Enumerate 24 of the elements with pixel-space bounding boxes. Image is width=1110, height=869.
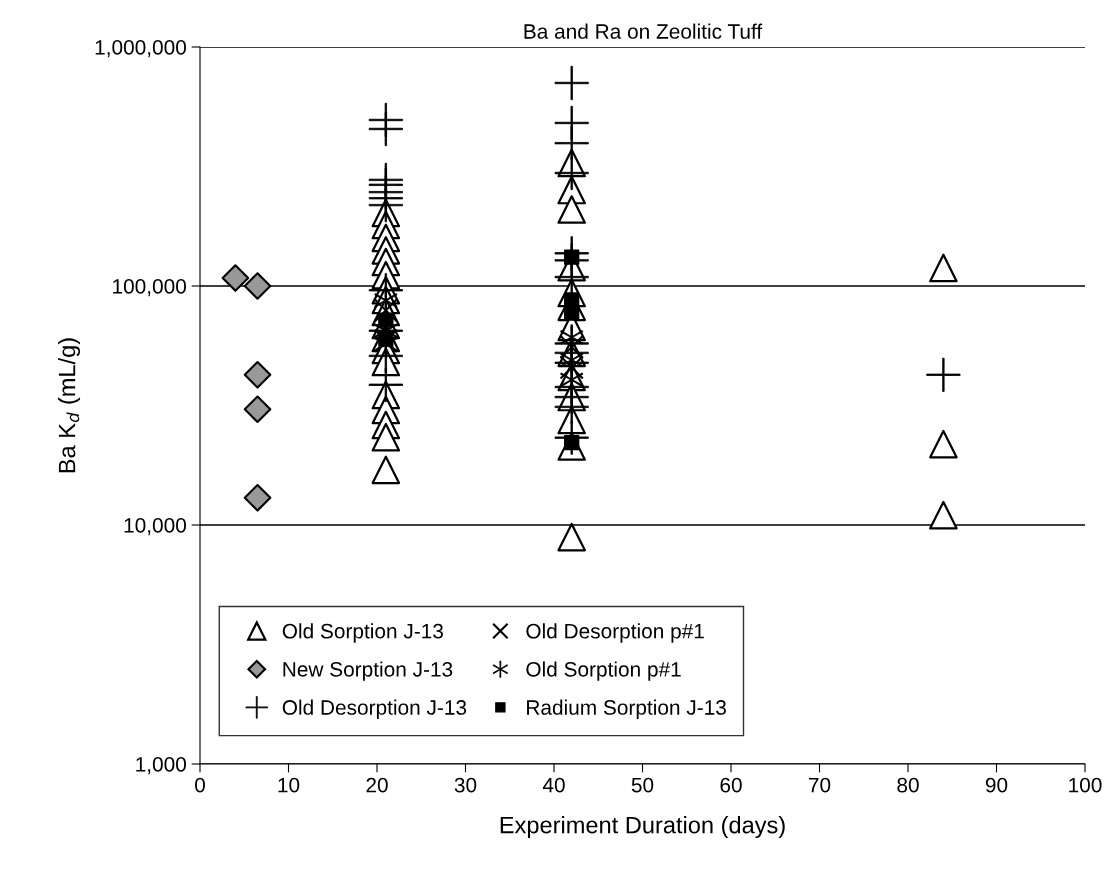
x-tick-label: 40 — [542, 777, 565, 793]
x-tick-label: 70 — [808, 777, 831, 793]
x-tick-label: 0 — [195, 777, 205, 793]
y-tick-label: 100,000 — [113, 279, 186, 297]
x-tick-label: 10 — [278, 777, 300, 793]
y-tick-label: 1,000 — [136, 757, 186, 775]
legend-label: Radium Sorption J-13 — [527, 699, 726, 719]
y-tick-label: 1,000,000 — [95, 40, 186, 58]
x-tick-label: 80 — [897, 777, 919, 793]
x-tick-label: 20 — [366, 777, 388, 793]
x-axis-title: Experiment Duration (days) — [500, 816, 785, 839]
legend-label: Old Sorption J-13 — [282, 623, 443, 643]
y-tick-label: 10,000 — [124, 518, 186, 536]
x-tick-label: 90 — [985, 777, 1008, 793]
x-tick-label: 100 — [1069, 777, 1102, 793]
legend-label: Old Desorption p#1 — [526, 623, 704, 643]
x-tick-label: 60 — [720, 777, 742, 793]
legend-label: New Sorption J-13 — [283, 661, 453, 681]
chart-title: Ba and Ra on Zeolitic Tuff — [524, 23, 763, 39]
x-tick-label: 50 — [631, 777, 654, 793]
x-tick-label: 30 — [454, 777, 477, 793]
legend-label: Old Sorption p#1 — [526, 661, 681, 681]
legend-label: Old Desorption J-13 — [282, 699, 467, 719]
y-axis-title: Ba K$_{d}$ (mL/g) — [58, 338, 81, 473]
